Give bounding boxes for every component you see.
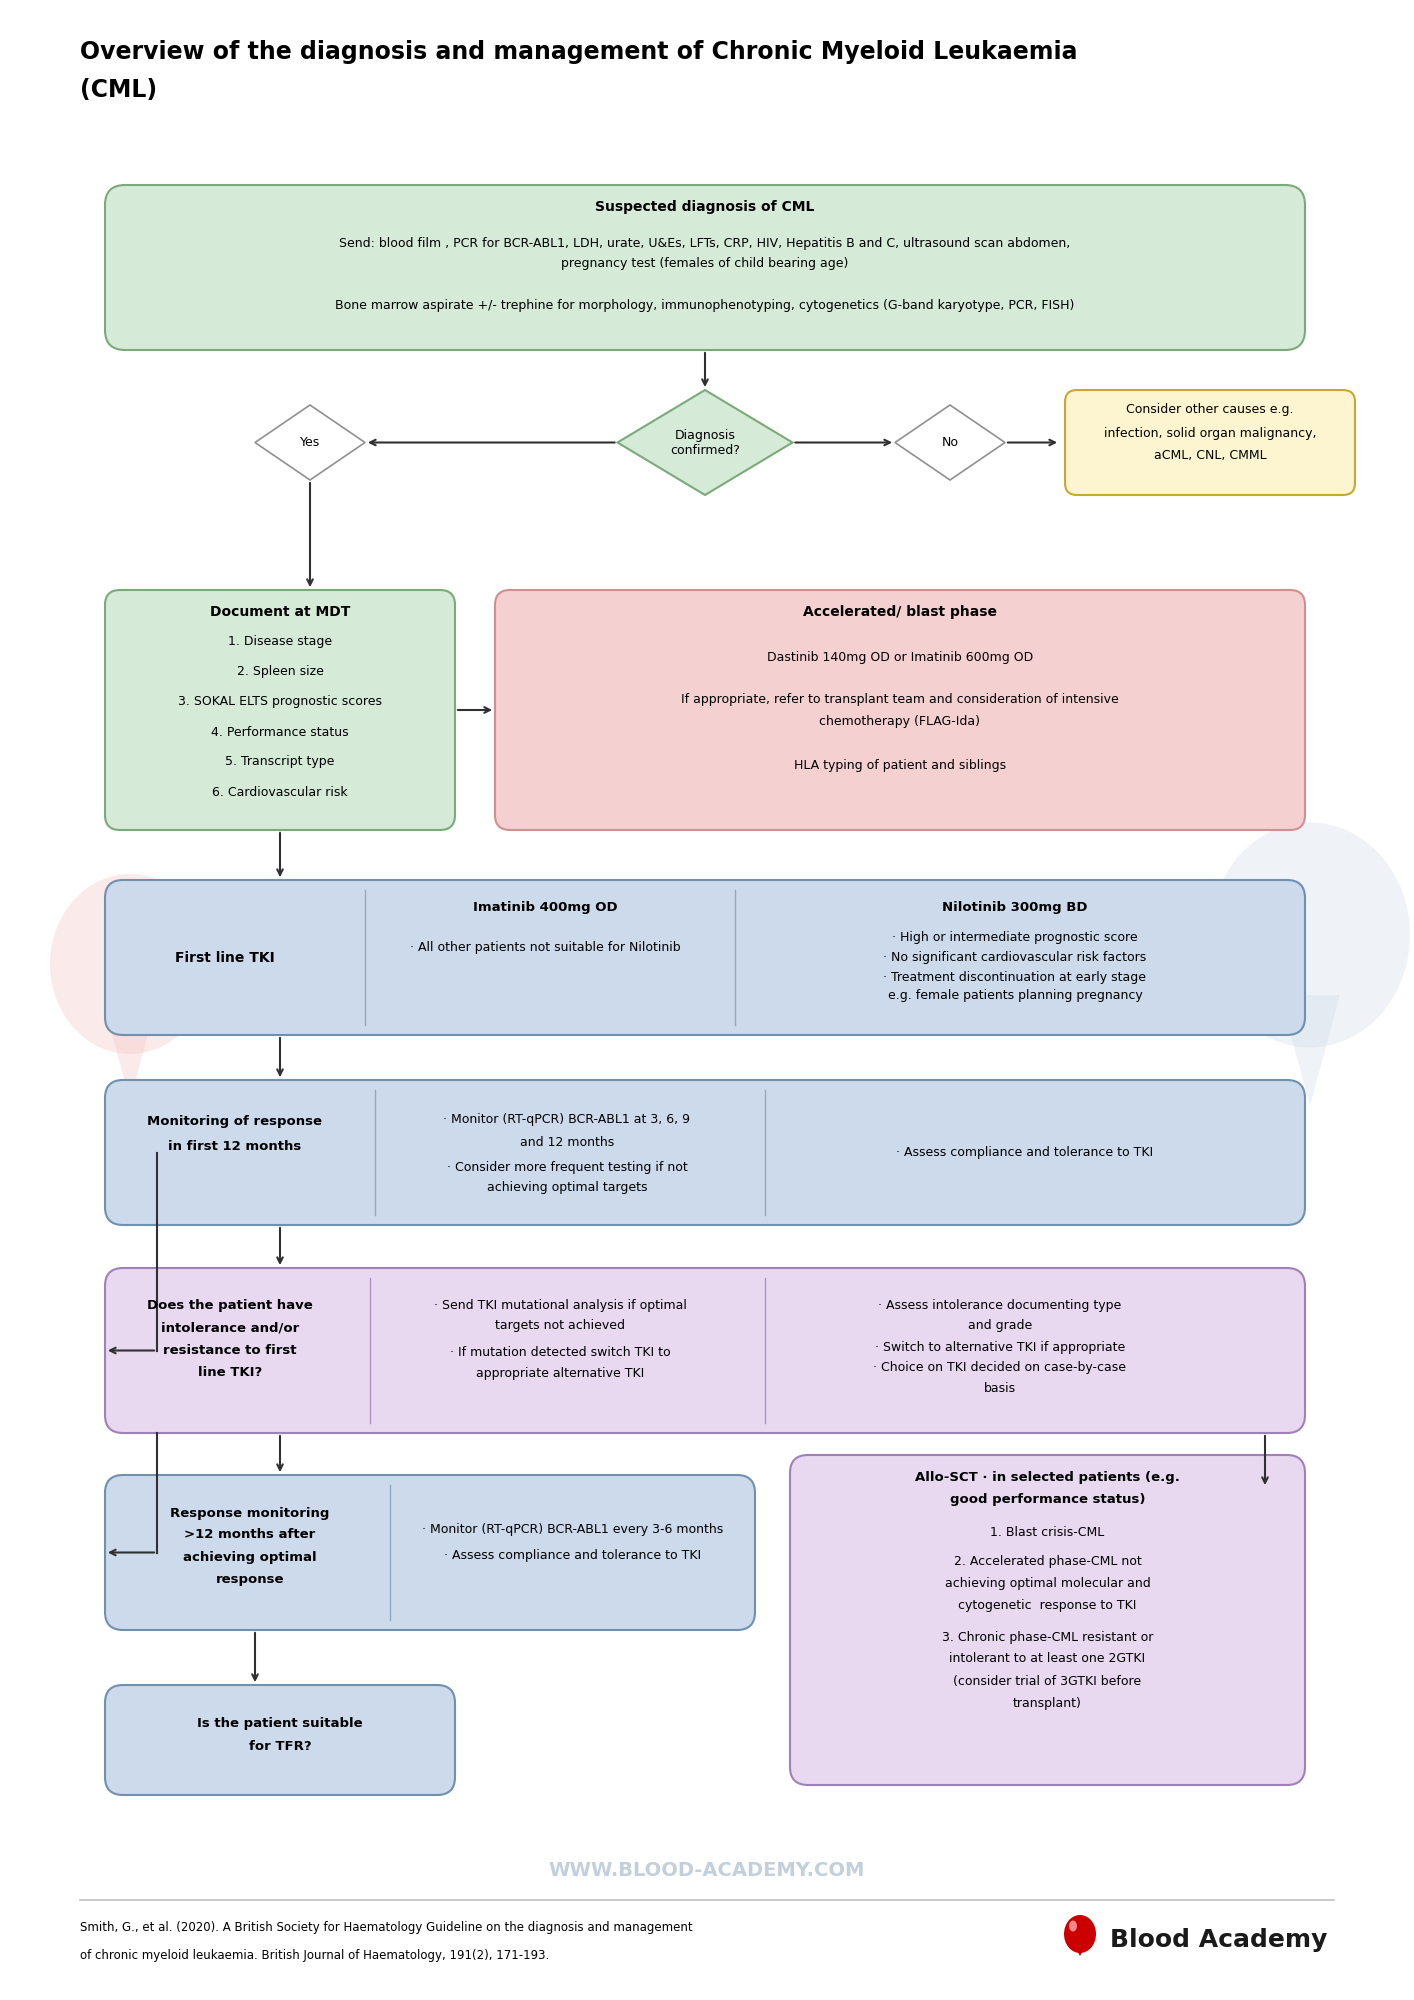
Text: good performance status): good performance status) — [950, 1492, 1145, 1506]
Text: cytogenetic  response to TKI: cytogenetic response to TKI — [959, 1598, 1137, 1612]
Text: Accelerated/ blast phase: Accelerated/ blast phase — [803, 604, 997, 620]
Text: No: No — [942, 436, 959, 450]
Text: · Switch to alternative TKI if appropriate: · Switch to alternative TKI if appropria… — [875, 1342, 1126, 1354]
Text: · Monitor (RT-qPCR) BCR-ABL1 every 3-6 months: · Monitor (RT-qPCR) BCR-ABL1 every 3-6 m… — [423, 1524, 724, 1536]
Text: (CML): (CML) — [81, 78, 157, 102]
Text: Bone marrow aspirate +/- trephine for morphology, immunophenotyping, cytogenetic: Bone marrow aspirate +/- trephine for mo… — [335, 298, 1075, 312]
Text: Dastinib 140mg OD or Imatinib 600mg OD: Dastinib 140mg OD or Imatinib 600mg OD — [766, 652, 1034, 664]
Text: achieving optimal molecular and: achieving optimal molecular and — [945, 1576, 1151, 1590]
Text: First line TKI: First line TKI — [175, 950, 274, 964]
Text: and grade: and grade — [967, 1320, 1032, 1332]
Text: appropriate alternative TKI: appropriate alternative TKI — [477, 1366, 645, 1380]
Text: 2. Accelerated phase-CML not: 2. Accelerated phase-CML not — [953, 1554, 1141, 1568]
Text: intolerance and/or: intolerance and/or — [161, 1322, 300, 1334]
Polygon shape — [618, 390, 792, 494]
Text: basis: basis — [984, 1382, 1017, 1394]
Text: Blood Academy: Blood Academy — [1110, 1928, 1328, 1952]
Text: · Consider more frequent testing if not: · Consider more frequent testing if not — [447, 1162, 687, 1174]
Text: pregnancy test (females of child bearing age): pregnancy test (females of child bearing… — [561, 256, 848, 270]
Text: · High or intermediate prognostic score: · High or intermediate prognostic score — [892, 932, 1138, 944]
Text: for TFR?: for TFR? — [249, 1740, 311, 1754]
Text: Suspected diagnosis of CML: Suspected diagnosis of CML — [595, 200, 814, 214]
Text: 3. SOKAL ELTS prognostic scores: 3. SOKAL ELTS prognostic scores — [178, 696, 382, 708]
Text: WWW.BLOOD-ACADEMY.COM: WWW.BLOOD-ACADEMY.COM — [549, 1860, 865, 1880]
Text: · Assess compliance and tolerance to TKI: · Assess compliance and tolerance to TKI — [444, 1548, 701, 1562]
Text: · Assess compliance and tolerance to TKI: · Assess compliance and tolerance to TKI — [896, 1146, 1154, 1160]
FancyBboxPatch shape — [105, 1684, 455, 1796]
Text: e.g. female patients planning pregnancy: e.g. female patients planning pregnancy — [888, 990, 1143, 1002]
Text: of chronic myeloid leukaemia. British Journal of Haematology, 191(2), 171-193.: of chronic myeloid leukaemia. British Jo… — [81, 1948, 549, 1962]
Text: Is the patient suitable: Is the patient suitable — [197, 1716, 363, 1730]
Text: >12 months after: >12 months after — [184, 1528, 315, 1542]
Text: Yes: Yes — [300, 436, 320, 450]
Text: · Monitor (RT-qPCR) BCR-ABL1 at 3, 6, 9: · Monitor (RT-qPCR) BCR-ABL1 at 3, 6, 9 — [444, 1114, 690, 1126]
Polygon shape — [255, 404, 365, 480]
FancyBboxPatch shape — [105, 880, 1305, 1036]
Ellipse shape — [1063, 1916, 1096, 1952]
Polygon shape — [895, 404, 1005, 480]
Ellipse shape — [1210, 822, 1410, 1048]
Polygon shape — [106, 1012, 154, 1100]
FancyBboxPatch shape — [105, 590, 455, 830]
Text: Allo-SCT · in selected patients (e.g.: Allo-SCT · in selected patients (e.g. — [915, 1470, 1179, 1484]
Ellipse shape — [1069, 1920, 1077, 1932]
FancyBboxPatch shape — [105, 1476, 755, 1630]
Polygon shape — [1280, 994, 1340, 1106]
Text: Send: blood film , PCR for BCR-ABL1, LDH, urate, U&Es, LFTs, CRP, HIV, Hepatitis: Send: blood film , PCR for BCR-ABL1, LDH… — [339, 236, 1070, 250]
Text: Document at MDT: Document at MDT — [209, 604, 351, 620]
Text: · If mutation detected switch TKI to: · If mutation detected switch TKI to — [450, 1346, 670, 1360]
Text: Imatinib 400mg OD: Imatinib 400mg OD — [472, 902, 618, 914]
Text: · Treatment discontinuation at early stage: · Treatment discontinuation at early sta… — [884, 972, 1147, 984]
FancyBboxPatch shape — [1065, 390, 1355, 494]
Text: Consider other causes e.g.: Consider other causes e.g. — [1126, 404, 1294, 416]
Text: Smith, G., et al. (2020). A British Society for Haematology Guideline on the dia: Smith, G., et al. (2020). A British Soci… — [81, 1922, 693, 1934]
Text: Diagnosis
confirmed?: Diagnosis confirmed? — [670, 428, 740, 456]
Text: · All other patients not suitable for Nilotinib: · All other patients not suitable for Ni… — [410, 942, 680, 954]
Text: achieving optimal: achieving optimal — [184, 1550, 317, 1564]
Text: If appropriate, refer to transplant team and consideration of intensive: If appropriate, refer to transplant team… — [682, 694, 1118, 706]
FancyBboxPatch shape — [790, 1456, 1305, 1784]
Text: resistance to first: resistance to first — [163, 1344, 297, 1356]
Ellipse shape — [49, 874, 211, 1054]
FancyBboxPatch shape — [495, 590, 1305, 830]
Text: · Send TKI mutational analysis if optimal: · Send TKI mutational analysis if optima… — [434, 1300, 686, 1312]
Text: 1. Blast crisis-CML: 1. Blast crisis-CML — [990, 1526, 1104, 1540]
Text: HLA typing of patient and siblings: HLA typing of patient and siblings — [793, 758, 1007, 772]
Text: targets not achieved: targets not achieved — [495, 1320, 625, 1332]
Text: aCML, CNL, CMML: aCML, CNL, CMML — [1154, 450, 1267, 462]
Text: 5. Transcript type: 5. Transcript type — [225, 756, 335, 768]
Text: Response monitoring: Response monitoring — [170, 1506, 329, 1520]
Text: 2. Spleen size: 2. Spleen size — [236, 666, 324, 678]
FancyBboxPatch shape — [105, 1080, 1305, 1224]
Text: 1. Disease stage: 1. Disease stage — [228, 636, 332, 648]
Text: · No significant cardiovascular risk factors: · No significant cardiovascular risk fac… — [884, 952, 1147, 964]
Text: 3. Chronic phase-CML resistant or: 3. Chronic phase-CML resistant or — [942, 1630, 1154, 1644]
Text: achieving optimal targets: achieving optimal targets — [486, 1182, 648, 1194]
Text: Overview of the diagnosis and management of Chronic Myeloid Leukaemia: Overview of the diagnosis and management… — [81, 40, 1077, 64]
Text: · Choice on TKI decided on case-by-case: · Choice on TKI decided on case-by-case — [874, 1362, 1127, 1374]
Text: transplant): transplant) — [1012, 1696, 1082, 1710]
Text: 4. Performance status: 4. Performance status — [211, 726, 349, 738]
Text: chemotherapy (FLAG-Ida): chemotherapy (FLAG-Ida) — [820, 716, 980, 728]
Text: response: response — [216, 1572, 284, 1586]
Text: infection, solid organ malignancy,: infection, solid organ malignancy, — [1104, 428, 1316, 440]
Text: Nilotinib 300mg BD: Nilotinib 300mg BD — [942, 902, 1087, 914]
Polygon shape — [1070, 1938, 1090, 1956]
Text: 6. Cardiovascular risk: 6. Cardiovascular risk — [212, 786, 348, 798]
Text: Does the patient have: Does the patient have — [147, 1300, 312, 1312]
Text: and 12 months: and 12 months — [520, 1136, 614, 1148]
Text: Monitoring of response: Monitoring of response — [147, 1116, 322, 1128]
FancyBboxPatch shape — [105, 1268, 1305, 1432]
FancyBboxPatch shape — [105, 186, 1305, 350]
Text: (consider trial of 3GTKI before: (consider trial of 3GTKI before — [953, 1674, 1141, 1688]
Text: · Assess intolerance documenting type: · Assess intolerance documenting type — [878, 1300, 1121, 1312]
Text: line TKI?: line TKI? — [198, 1366, 262, 1378]
Text: intolerant to at least one 2GTKI: intolerant to at least one 2GTKI — [949, 1652, 1145, 1666]
Text: in first 12 months: in first 12 months — [168, 1140, 301, 1152]
